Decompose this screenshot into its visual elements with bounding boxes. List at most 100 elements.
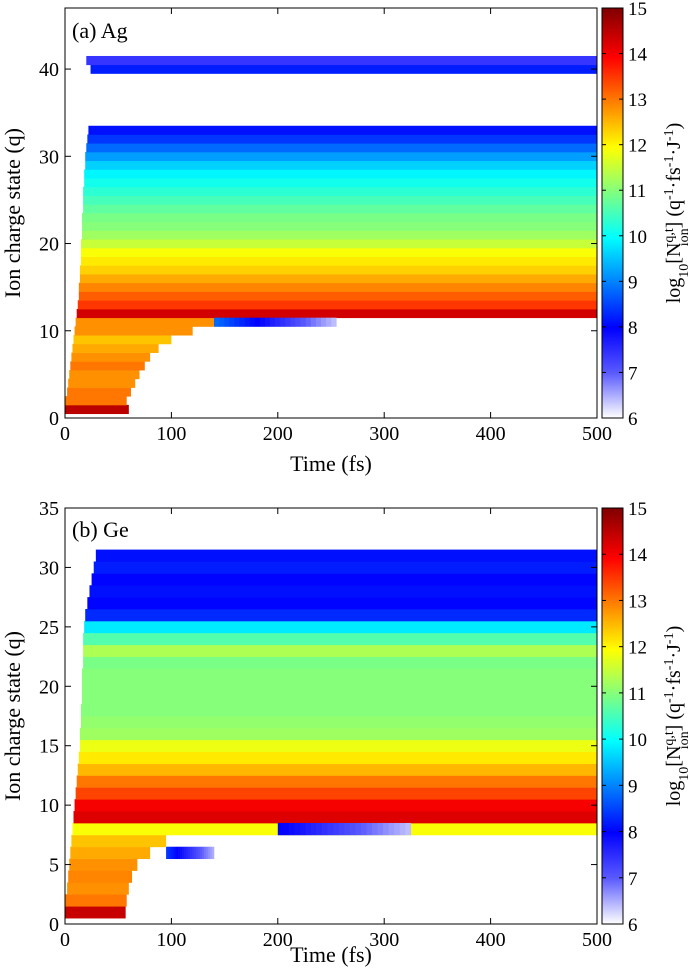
heatmap-cell: [349, 822, 356, 836]
heatmap-cell: [85, 609, 597, 622]
y-tick-label: 0: [49, 914, 59, 936]
colorbar-tick-label: 11: [628, 181, 646, 202]
heatmap-cell: [82, 668, 598, 681]
cb-a-unit: ] (q: [663, 200, 685, 228]
heatmap-cell: [67, 387, 131, 397]
heatmap-cell: [383, 822, 389, 836]
heatmap-cell: [249, 317, 256, 327]
heatmap-cell: [186, 846, 189, 860]
heatmap-cell: [65, 894, 127, 907]
heatmap-cell: [80, 256, 597, 266]
colorbar-tick-label: 14: [628, 45, 648, 66]
heatmap-cell: [75, 317, 214, 327]
colorbar-tick-label: 10: [628, 227, 647, 248]
heatmap-cell: [69, 370, 140, 380]
heatmap-cell: [305, 822, 312, 836]
x-tick-label: 500: [582, 423, 612, 445]
heatmap-cell: [254, 317, 261, 327]
heatmap-cell: [69, 858, 138, 871]
colorbar-tick-label: 11: [628, 684, 646, 705]
colorbar-tick-label: 8: [628, 823, 638, 844]
heatmap-cell: [78, 751, 597, 764]
heatmap-cell: [70, 361, 145, 371]
cb-a-sup2: -1: [662, 156, 677, 168]
heatmap-cell: [294, 822, 301, 836]
heatmap-cell: [394, 822, 401, 836]
heatmap-cell: [168, 846, 171, 860]
heatmap-cell: [72, 343, 159, 353]
cb-b-end: ): [663, 626, 685, 633]
heatmap-cell: [322, 822, 328, 836]
heatmap-cell: [277, 822, 284, 836]
y-tick-label: 20: [39, 676, 59, 698]
y-tick-label: 40: [39, 59, 59, 81]
x-tick-label: 200: [263, 929, 293, 951]
heatmap-cell: [170, 846, 173, 860]
y-tick-label: 10: [39, 321, 59, 343]
colorbar-label-ag: log10[Nq,tion] (q-1·fs-1·J-1): [662, 123, 692, 304]
y-tick-label: 5: [49, 855, 59, 877]
heatmap-cell: [82, 692, 598, 705]
heatmap-cell: [355, 822, 362, 836]
heatmap-cell: [192, 846, 195, 860]
heatmap-cell: [194, 846, 197, 860]
heatmap-cell: [84, 169, 598, 179]
cb-b-log: log: [663, 781, 685, 807]
heatmap-cell: [300, 317, 307, 327]
heatmap-cell: [239, 317, 245, 327]
heatmap-cell: [67, 882, 129, 895]
heatmap-cell: [80, 247, 597, 258]
heatmap-cell: [95, 549, 597, 562]
heatmap-cell: [182, 846, 185, 860]
heatmap-cell: [91, 573, 597, 586]
colorbar-ticks-ge: 6 7 8 9 10 11 12 13 14 15: [602, 499, 648, 936]
y-axis-label-ge: Ion charge state (q): [0, 631, 25, 801]
heatmap-cell: [74, 326, 193, 336]
heatmap-cell: [331, 317, 337, 327]
heatmap-cell: [71, 834, 167, 848]
heatmap-cell: [78, 282, 597, 292]
cb-b-rest2: ·J: [663, 644, 685, 659]
cb-b-sup3: -1: [662, 632, 677, 644]
heatmap-cell: [79, 274, 598, 284]
colorbar-tick-label: 13: [628, 591, 647, 612]
y-tick-label: 35: [39, 498, 59, 520]
heatmap-cell: [299, 822, 306, 836]
panel-ag: (a) Ag 0 100 200 300 400 500 0 10 20 30 40 Time (…: [0, 7, 612, 476]
heatmap-cell: [219, 317, 225, 327]
heatmap-cell: [79, 265, 598, 275]
heatmap-cell: [311, 822, 317, 836]
colorbar-tick-label: 7: [628, 363, 638, 384]
heatmap-cell: [275, 317, 281, 327]
x-tick-label: 0: [60, 423, 70, 445]
x-tick-label: 100: [156, 423, 186, 445]
cb-a-rest2: ·J: [663, 141, 685, 156]
heatmap-cell: [172, 846, 175, 860]
heatmap-cell: [82, 680, 598, 693]
colorbar-tick-label: 10: [628, 730, 647, 751]
heatmap-cell: [290, 317, 296, 327]
heatmap-cell: [295, 317, 301, 327]
heatmap-cell: [65, 396, 127, 406]
heatmap-cell: [315, 317, 322, 327]
heatmap-cell: [70, 846, 151, 860]
heatmap-cell: [264, 317, 271, 327]
cb-a-log: log: [663, 278, 685, 304]
colorbar-ticks-ag: 6 7 8 9 10 11 12 13 14 15: [602, 0, 648, 430]
heatmap-cell: [83, 644, 597, 657]
heatmap-cell: [79, 727, 598, 741]
heatmap-cell: [90, 64, 597, 74]
x-tick-label: 400: [476, 929, 506, 951]
heatmap-cell: [213, 317, 220, 327]
x-tick-label: 100: [156, 929, 186, 951]
colorbar-tick-label: 6: [628, 409, 638, 430]
x-ticks-ag: 0 100 200 300 400 500: [60, 8, 612, 445]
heatmap-cell: [178, 846, 181, 860]
heatmap-cell: [327, 822, 334, 836]
heatmap-cell: [71, 352, 151, 362]
colorbar-tick-label: 14: [628, 545, 648, 566]
heatmap-cell: [77, 300, 597, 310]
colorbar-tick-label: 9: [628, 776, 638, 797]
